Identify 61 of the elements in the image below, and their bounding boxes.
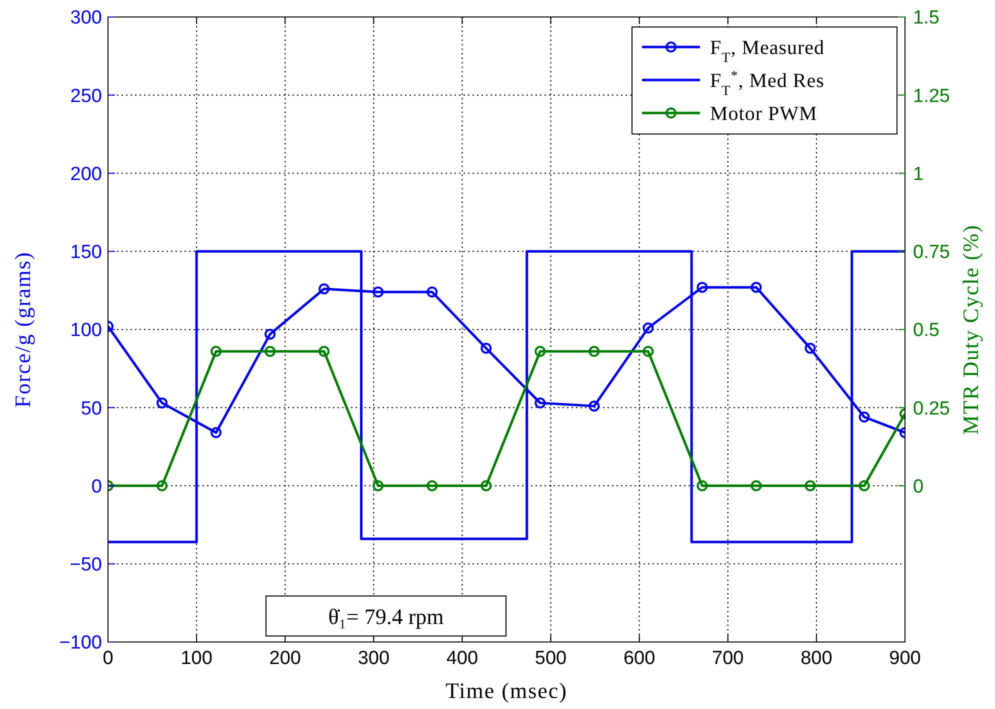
point: [804, 480, 816, 492]
point: [588, 346, 600, 357]
x-tick-label: 100: [180, 648, 212, 669]
point: [642, 322, 654, 334]
point: [480, 480, 492, 492]
y-tick-label: 100: [70, 320, 102, 342]
x-tick-label: 200: [269, 648, 301, 669]
point: [264, 346, 276, 357]
point: [210, 427, 222, 438]
point: [750, 282, 762, 293]
point: [696, 282, 708, 293]
point: [372, 286, 384, 298]
y2-tick-label: 0.75: [913, 242, 950, 264]
point: [480, 342, 492, 354]
x-tick-label: 400: [446, 648, 478, 669]
point: [318, 283, 330, 294]
point: [318, 346, 330, 357]
legend-label: Motor PWM: [710, 103, 818, 125]
y2-tick-label: 1.25: [913, 86, 950, 107]
y2-tick-label: 1: [913, 164, 924, 185]
y-tick-label: 250: [70, 86, 102, 107]
annotation: θ̇₁= 79.4 rpm: [328, 604, 444, 629]
x-tick-label: 700: [712, 648, 744, 669]
y-tick-label: 0: [91, 476, 102, 498]
y-tick-label: −100: [59, 632, 102, 654]
legend-label: F$_{T}$, Measured: [710, 37, 825, 66]
point: [534, 397, 546, 408]
y2-tick-label: 0.5: [913, 320, 940, 342]
annotation-box: θ̇₁= 79.4 rpm: [266, 596, 506, 636]
x-axis-title: Time (msec): [445, 678, 568, 703]
x-tick-label: 800: [800, 648, 832, 669]
y2-axis-title: MTR Duty Cycle (%): [958, 224, 983, 435]
point: [588, 400, 600, 412]
point: [372, 480, 384, 492]
point: [858, 412, 870, 422]
y-tick-label: 200: [70, 164, 102, 185]
x-tick-label: 600: [623, 648, 656, 669]
y2-tick-label: 1.5: [913, 8, 940, 29]
point: [426, 286, 438, 298]
point: [426, 480, 438, 492]
x-tick-label: 900: [889, 648, 921, 669]
point: [804, 342, 816, 354]
y-tick-label: 300: [70, 8, 102, 29]
point: [264, 328, 276, 340]
y2-tick-label: 0.25: [913, 398, 950, 420]
point: [858, 480, 870, 492]
point: [156, 480, 168, 492]
point: [156, 397, 168, 408]
point: [534, 346, 546, 357]
y-tick-label: −50: [70, 554, 102, 576]
point: [750, 480, 762, 492]
y-tick-label: 50: [80, 398, 102, 420]
point: [210, 346, 222, 357]
y2-tick-label: 0: [913, 476, 924, 498]
point: [642, 346, 654, 357]
x-tick-label: 300: [358, 648, 390, 669]
legend-label: F$_{T}$$^{*}$, Med Res: [710, 68, 824, 98]
x-tick-label: 500: [534, 648, 567, 669]
point: [696, 480, 708, 492]
y-axis-title: Force/g (grams): [10, 251, 35, 408]
y-tick-label: 150: [70, 242, 102, 264]
